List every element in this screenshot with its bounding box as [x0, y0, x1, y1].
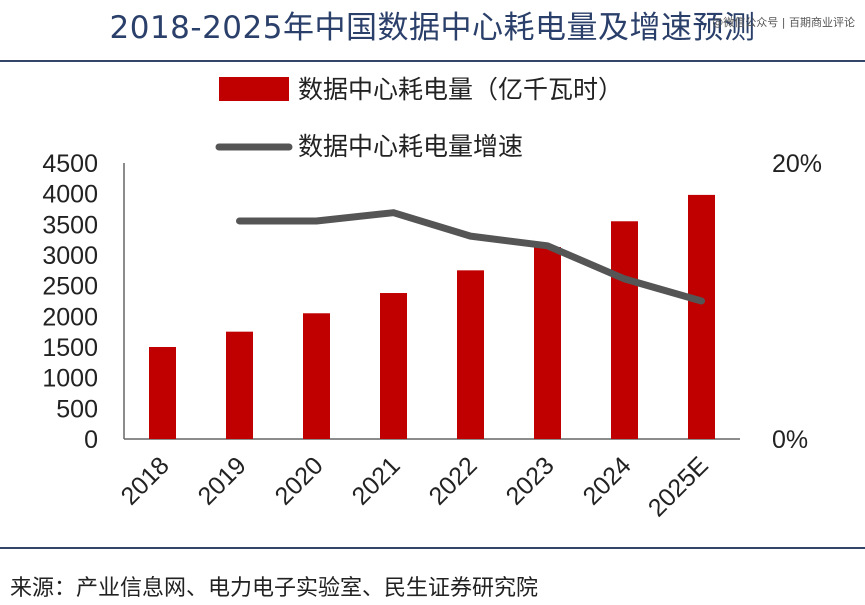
y-tick-label: 1000: [42, 365, 98, 393]
x-tick-label: 2024: [578, 451, 637, 510]
y2-tick-label: 20%: [772, 150, 822, 178]
x-tick-label: 2021: [347, 451, 406, 510]
legend-line-label: 数据中心耗电量增速: [298, 132, 523, 161]
y-tick-label: 4000: [42, 181, 98, 209]
growth-line: [236, 209, 705, 305]
x-tick-label: 2022: [424, 451, 483, 510]
x-tick-label: 2023: [501, 451, 560, 510]
chart-title: 2018-2025年中国数据中心耗电量及增速预测: [109, 10, 756, 46]
bottom-rule: [0, 547, 865, 549]
x-tick-label: 2018: [116, 451, 175, 510]
y-tick-label: 500: [56, 395, 98, 423]
y-tick-label: 4500: [42, 150, 98, 178]
bar: [380, 293, 407, 439]
x-tick-label: 2020: [270, 451, 329, 510]
y-tick-label: 1500: [42, 334, 98, 362]
x-tick-label: 2025E: [643, 451, 714, 522]
x-tick-label: 2019: [193, 451, 252, 510]
bar: [611, 221, 638, 439]
bar: [534, 247, 561, 439]
y-tick-label: 2500: [42, 273, 98, 301]
bar: [226, 331, 253, 439]
bar: [457, 270, 484, 439]
y-tick-label: 2000: [42, 303, 98, 331]
top-rule: [0, 60, 865, 62]
watermark: @微信公众号 | 百期商业评论: [712, 16, 855, 29]
y-tick-label: 0: [84, 426, 98, 454]
y-tick-label: 3000: [42, 242, 98, 270]
y2-tick-label: 0%: [772, 426, 808, 454]
bar: [303, 313, 330, 439]
bar: [688, 194, 715, 439]
legend-bar-swatch: [219, 77, 289, 101]
bar: [149, 347, 176, 439]
y-tick-label: 3500: [42, 211, 98, 239]
source-note: 来源：产业信息网、电力电子实验室、民生证券研究院: [10, 576, 539, 601]
legend-bar-label: 数据中心耗电量（亿千瓦时）: [298, 75, 623, 104]
